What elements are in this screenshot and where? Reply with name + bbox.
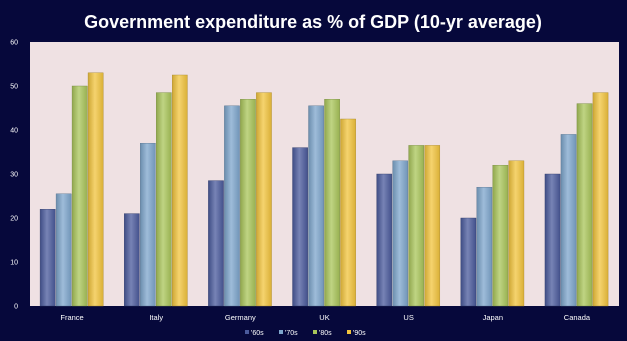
x-tick-label: US	[403, 313, 413, 322]
x-tick-label: Italy	[149, 313, 163, 322]
bar	[508, 160, 525, 307]
legend: '60s '70s '80s '90s	[245, 330, 366, 337]
legend-label: '60s	[251, 330, 264, 337]
legend-swatch	[279, 330, 283, 334]
bar	[376, 173, 393, 307]
bar	[492, 164, 509, 307]
bar	[124, 213, 140, 307]
bar	[240, 98, 256, 307]
bar	[424, 145, 441, 307]
x-axis: France Italy Germany UK US Japan Canada	[60, 313, 590, 322]
y-tick-label: 20	[10, 216, 18, 223]
y-tick-label: 40	[10, 128, 18, 135]
y-tick-label: 60	[10, 40, 18, 47]
legend-swatch	[347, 330, 351, 334]
bar	[408, 145, 425, 307]
bar	[476, 186, 493, 307]
x-tick-label: Germany	[225, 313, 256, 322]
legend-swatch	[245, 330, 249, 334]
bar	[460, 217, 477, 307]
bar	[71, 85, 88, 307]
bar	[39, 208, 56, 307]
legend-label: '80s	[319, 330, 332, 337]
bar	[340, 118, 356, 307]
legend-swatch	[313, 330, 317, 334]
bar	[156, 92, 172, 307]
bar	[172, 74, 188, 307]
bar	[308, 105, 324, 307]
bar	[140, 142, 156, 307]
bar	[560, 134, 577, 307]
y-tick-label: 10	[10, 260, 18, 267]
x-tick-label: Canada	[564, 313, 591, 322]
y-tick-label: 50	[10, 84, 18, 91]
y-tick-label: 30	[10, 172, 18, 179]
bar	[544, 173, 561, 307]
bar	[224, 105, 240, 307]
bar	[592, 92, 609, 307]
bars-group	[39, 72, 609, 307]
bar	[292, 147, 308, 307]
legend-label: '90s	[353, 330, 366, 337]
bar	[392, 160, 409, 307]
bar	[55, 193, 72, 307]
x-tick-label: France	[60, 313, 83, 322]
legend-label: '70s	[285, 330, 298, 337]
bar	[87, 72, 104, 307]
bar	[256, 92, 272, 307]
bar	[208, 180, 224, 307]
y-axis: 0 10 20 30 40 50 60	[10, 40, 18, 311]
y-tick-label: 0	[14, 304, 18, 311]
chart-title: Government expenditure as % of GDP (10-y…	[84, 12, 542, 32]
x-tick-label: UK	[319, 313, 329, 322]
bar	[324, 98, 340, 307]
x-tick-label: Japan	[483, 313, 503, 322]
bar	[576, 103, 593, 307]
